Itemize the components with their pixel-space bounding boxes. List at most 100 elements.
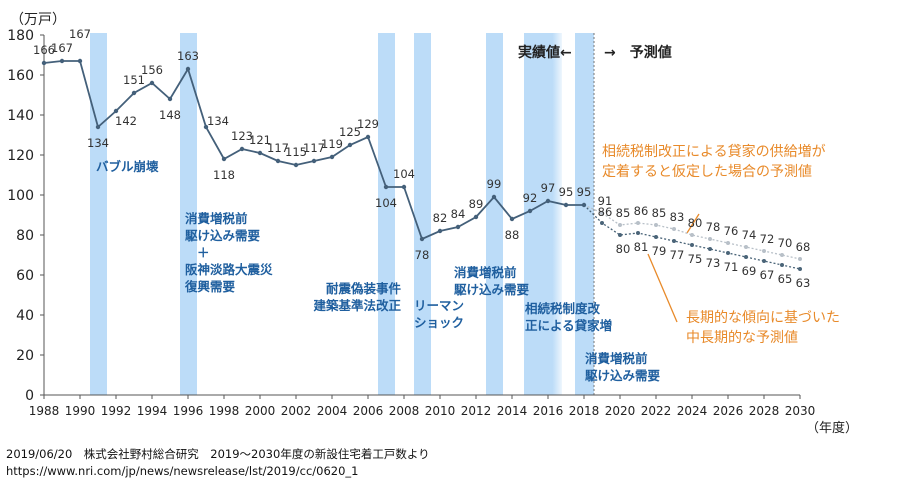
shaded-band — [180, 33, 197, 395]
x-tick-label: 1994 — [137, 404, 168, 418]
shaded-band — [575, 33, 594, 395]
forecast-low-label: 81 — [634, 240, 649, 254]
forecast-high-label: 80 — [688, 216, 703, 230]
forecast-high-label: 74 — [742, 228, 757, 242]
actual-point — [419, 236, 425, 242]
forecast-high-point — [780, 253, 784, 257]
forecast-low-label: 63 — [796, 276, 811, 290]
x-tick-label: 2026 — [713, 404, 744, 418]
forecast-low-label: 73 — [706, 256, 721, 270]
note-low-forecast: 長期的な傾向に基づいた 中長期的な予測値 — [686, 308, 840, 348]
actual-data-label: 97 — [541, 181, 556, 195]
x-tick-label: 2030 — [785, 404, 816, 418]
x-tick-label: 2006 — [353, 404, 384, 418]
forecast-low-point — [744, 255, 748, 259]
y-tick-label: 80 — [16, 228, 34, 244]
forecast-low-point — [618, 233, 622, 237]
actual-point — [401, 184, 407, 190]
forecast-high-label: 86 — [634, 204, 649, 218]
y-axis-label: （万戸） — [10, 12, 66, 28]
forecast-low-label: 67 — [760, 268, 775, 282]
x-tick-label: 2010 — [425, 404, 456, 418]
actual-data-label: 118 — [213, 168, 235, 182]
forecast-low-label: 86 — [598, 205, 613, 219]
actual-point — [275, 158, 281, 164]
annotation-line: 消費増税前 — [585, 351, 648, 366]
annotation-quake: 耐震偽装事件 建築基準法改正 — [305, 280, 401, 314]
annotation-line: 駆け込み需要 — [585, 368, 661, 383]
note-high-forecast: 相続税制改正による貸家の供給増が 定着すると仮定した場合の予測値 — [602, 142, 826, 182]
annotation-line: 駆け込み需要 — [185, 228, 261, 243]
x-tick-label: 2008 — [389, 404, 420, 418]
actual-data-label: 151 — [123, 73, 145, 87]
forecast-low-label: 69 — [742, 264, 757, 278]
annotation-line: 正による貸家増 — [525, 318, 613, 333]
actual-point — [455, 224, 461, 230]
forecast-high-point — [690, 233, 694, 237]
shaded-band — [414, 33, 431, 395]
actual-data-label: 95 — [559, 185, 574, 199]
actual-data-label: 167 — [69, 27, 91, 41]
annotation-tax-1995: 消費増税前 駆け込み需要 ＋ 阪神淡路大震災 復興需要 — [185, 210, 273, 295]
annotation-line: 建築基準法改正 — [313, 298, 401, 313]
annotation-lehman: リーマン ショック — [414, 297, 464, 331]
actual-data-label: 166 — [33, 43, 55, 57]
forecast-high-label: 70 — [778, 236, 793, 250]
actual-point — [41, 60, 47, 66]
x-tick-label: 2028 — [749, 404, 780, 418]
forecast-low-point — [690, 243, 694, 247]
actual-data-label: 88 — [505, 228, 520, 242]
annotation-line: ＋ — [197, 245, 210, 260]
annotation-tax-2013: 消費増税前 駆け込み需要 — [454, 264, 529, 298]
x-tick-label: 1992 — [101, 404, 132, 418]
forecast-low-label: 79 — [652, 244, 667, 258]
actual-point — [437, 228, 443, 234]
y-tick-label: 0 — [25, 388, 34, 404]
forecast-low-point — [762, 259, 766, 263]
actual-point — [167, 96, 173, 102]
annotation-line: 復興需要 — [185, 279, 236, 294]
x-tick-label: 2016 — [533, 404, 564, 418]
forecast-high-point — [654, 223, 658, 227]
source-url[interactable]: https://www.nri.com/jp/news/newsrelease/… — [6, 464, 359, 478]
actual-point — [131, 90, 137, 96]
actual-data-label: 119 — [321, 137, 343, 151]
annotation-line: 消費増税前 — [185, 211, 248, 226]
actual-point — [239, 146, 245, 152]
forecast-high-point — [672, 227, 676, 231]
actual-point — [293, 162, 299, 168]
actual-point — [149, 80, 155, 86]
note-line: 中長期的な予測値 — [686, 330, 798, 346]
actual-point — [329, 154, 335, 160]
actual-point — [257, 150, 263, 156]
forecast-high-label: 78 — [706, 220, 721, 234]
actual-point — [203, 124, 209, 130]
forecast-high-point — [708, 237, 712, 241]
actual-data-label: 82 — [433, 211, 448, 225]
y-tick-label: 20 — [16, 348, 34, 364]
actual-data-label: 142 — [115, 114, 137, 128]
annotation-tax-2019: 消費増税前 駆け込み需要 — [585, 350, 660, 384]
forecast-high-point — [600, 211, 604, 215]
actual-point — [509, 216, 515, 222]
forecast-low-label: 71 — [724, 260, 739, 274]
forecast-high-label: 91 — [598, 194, 613, 208]
forecast-high-point — [744, 245, 748, 249]
actual-label: 実績値← — [518, 45, 572, 61]
annotation-line: 相続税制度改 — [525, 301, 601, 316]
actual-data-label: 156 — [141, 63, 163, 77]
actual-data-label: 129 — [357, 117, 379, 131]
x-tick-label: 2000 — [245, 404, 276, 418]
actual-data-label: 104 — [393, 167, 415, 181]
note-line: 長期的な傾向に基づいた — [686, 310, 840, 326]
actual-data-label: 163 — [177, 49, 199, 63]
actual-data-label: 134 — [87, 136, 109, 150]
y-tick-label: 40 — [16, 308, 34, 324]
actual-point — [383, 184, 389, 190]
x-tick-label: 2002 — [281, 404, 312, 418]
actual-point — [221, 156, 227, 162]
x-tick-label: 2018 — [569, 404, 600, 418]
x-tick-label: 2012 — [461, 404, 492, 418]
forecast-low-label: 75 — [688, 252, 703, 266]
